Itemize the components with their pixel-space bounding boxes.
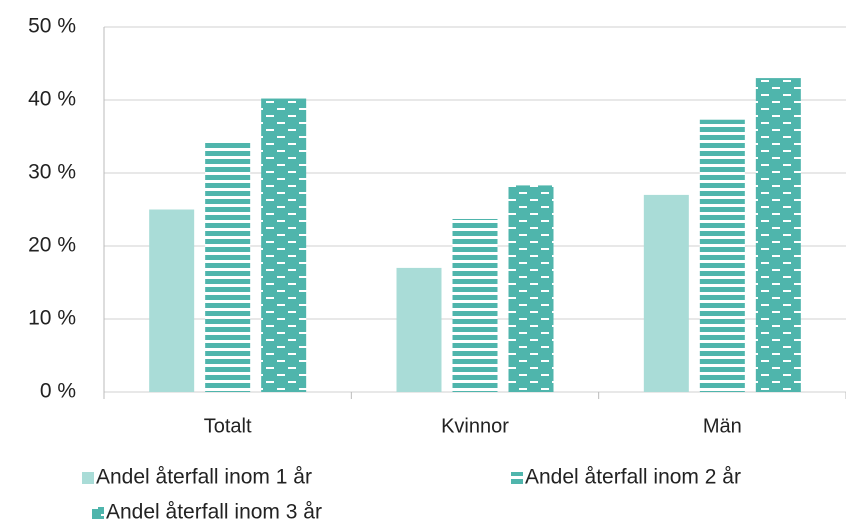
y-tick-label: 30 % (28, 161, 76, 184)
legend-label: Andel återfall inom 1 år (96, 466, 312, 489)
x-tick-label: Kvinnor (441, 415, 509, 437)
y-tick-label: 20 % (28, 234, 76, 257)
y-tick-label: 0 % (40, 380, 76, 403)
bar (643, 194, 689, 392)
legend-swatch (92, 507, 104, 519)
x-tick-label: Män (703, 415, 742, 437)
y-tick-label: 50 % (28, 15, 76, 38)
bar (508, 185, 554, 392)
bar (149, 209, 195, 392)
bar (452, 218, 498, 392)
legend-swatch (511, 472, 523, 484)
legend-label: Andel återfall inom 2 år (525, 466, 741, 489)
legend-swatch (82, 472, 94, 484)
bar (205, 140, 251, 392)
bar (396, 267, 442, 392)
bar (755, 78, 801, 392)
x-tick-label: Totalt (204, 415, 252, 437)
y-tick-label: 10 % (28, 307, 76, 330)
bar (699, 119, 745, 393)
y-tick-label: 40 % (28, 88, 76, 111)
bar (261, 98, 307, 392)
legend-label: Andel återfall inom 3 år (106, 501, 322, 524)
